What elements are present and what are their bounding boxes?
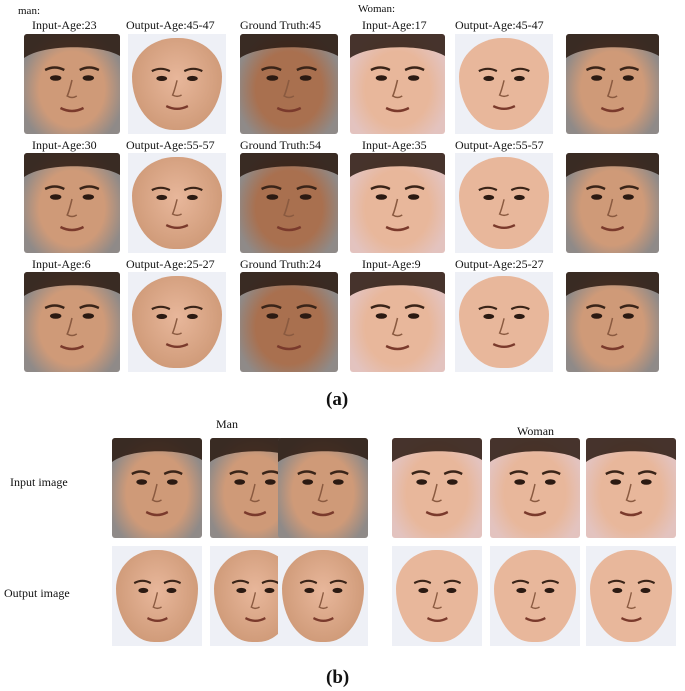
panel-b-man-title: Man	[216, 417, 238, 431]
panel-b-sublabel: (b)	[326, 667, 350, 688]
man-input-photo-3	[24, 272, 120, 372]
man-input-photo-2	[24, 153, 120, 253]
man-input-image-1	[112, 438, 202, 538]
caption-man-output-1: Output-Age:45-47	[126, 18, 215, 32]
woman-group-label: Woman:	[358, 3, 395, 15]
panel-b-input-label: Input image	[10, 475, 68, 489]
man-truth-photo-1	[240, 34, 338, 134]
man-output-photo-2	[128, 153, 226, 253]
man-truth-photo-3	[240, 272, 338, 372]
caption-woman-input-2: Input-Age:35	[362, 138, 427, 152]
man-input-photo-1	[24, 34, 120, 134]
woman-truth-photo-2	[566, 153, 659, 253]
caption-man-output-3: Output-Age:25-27	[126, 257, 215, 271]
woman-input-image-3	[586, 438, 676, 538]
woman-output-image-2	[490, 546, 580, 646]
caption-woman-input-3: Input-Age:9	[362, 257, 421, 271]
caption-man-input-3: Input-Age:6	[32, 257, 91, 271]
caption-man-output-2: Output-Age:55-57	[126, 138, 215, 152]
caption-man-truth-1: Ground Truth:45	[240, 18, 322, 32]
man-output-image-3	[278, 546, 368, 646]
panel-b-woman-title: Woman	[517, 424, 555, 438]
woman-truth-photo-1	[566, 34, 659, 134]
woman-input-photo-1	[350, 34, 445, 134]
woman-output-photo-3	[455, 272, 553, 372]
caption-woman-output-1: Output-Age:45-47	[455, 18, 544, 32]
caption-man-input-1: Input-Age:23	[32, 18, 97, 32]
man-output-photo-3	[128, 272, 226, 372]
caption-woman-output-2: Output-Age:55-57	[455, 138, 544, 152]
caption-man-truth-2: Ground Truth:54	[240, 138, 322, 152]
man-input-image-3	[278, 438, 368, 538]
woman-output-image-3	[586, 546, 676, 646]
woman-input-image-2	[490, 438, 580, 538]
caption-woman-input-1: Input-Age:17	[362, 18, 427, 32]
woman-output-photo-1	[455, 34, 553, 134]
man-output-photo-1	[128, 34, 226, 134]
caption-man-input-2: Input-Age:30	[32, 138, 97, 152]
panel-b-output-label: Output image	[4, 586, 70, 600]
woman-truth-photo-3	[566, 272, 659, 372]
woman-output-photo-2	[455, 153, 553, 253]
woman-input-photo-2	[350, 153, 445, 253]
man-truth-photo-2	[240, 153, 338, 253]
woman-output-image-1	[392, 546, 482, 646]
caption-woman-output-3: Output-Age:25-27	[455, 257, 544, 271]
woman-input-image-1	[392, 438, 482, 538]
caption-man-truth-3: Ground Truth:24	[240, 257, 322, 271]
woman-input-photo-3	[350, 272, 445, 372]
man-group-label: man:	[18, 5, 40, 17]
panel-a-sublabel: (a)	[326, 389, 349, 410]
man-output-image-1	[112, 546, 202, 646]
